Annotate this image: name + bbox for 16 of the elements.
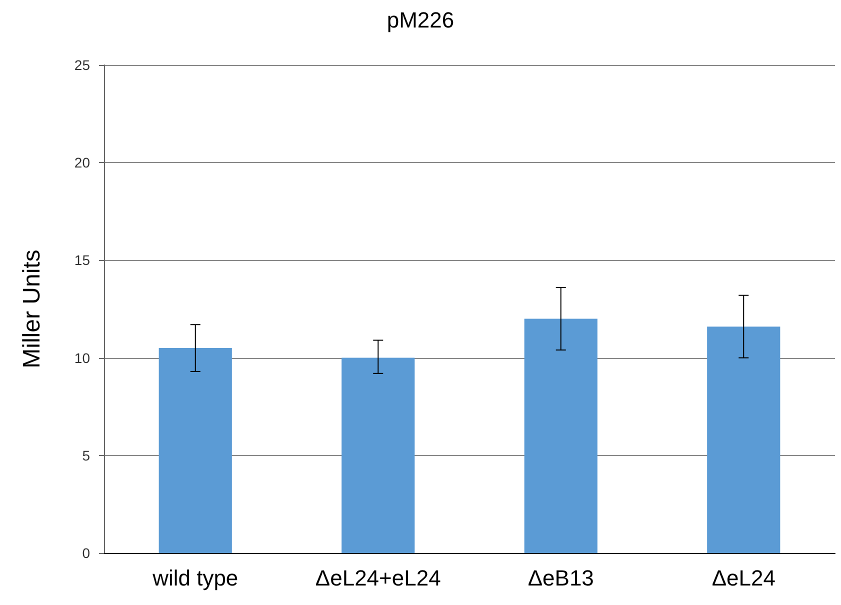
bar [707,326,780,553]
y-tick-label: 5 [82,447,90,464]
bar [524,318,598,553]
x-tick-label: wild type [152,566,238,590]
bar [158,348,232,553]
x-tick-label: ΔeL24 [712,566,776,590]
y-tick-label: 15 [74,252,90,268]
y-tick-label: 20 [74,154,90,171]
y-tick-label: 10 [74,350,90,366]
bar [342,358,415,553]
chart-title: pM226 [386,8,454,32]
y-tick-label: 0 [82,545,90,561]
y-tick-label: 25 [74,57,90,73]
x-tick-label: ΔeL24+eL24 [315,566,441,590]
x-tick-label: ΔeB13 [528,566,594,590]
y-axis-title: Miller Units [18,250,46,368]
